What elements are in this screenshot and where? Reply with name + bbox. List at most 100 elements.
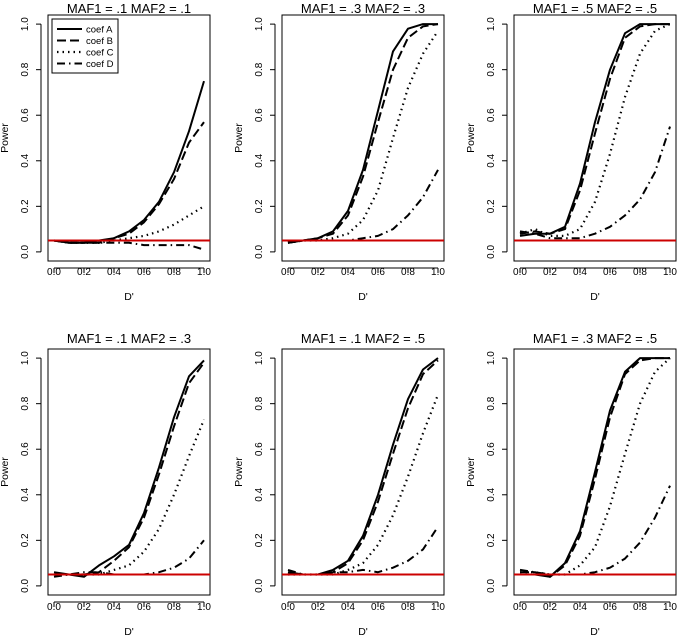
x-tick-label: 1.0 — [431, 267, 445, 278]
x-tick-label: 0.0 — [47, 602, 61, 613]
x-tick-label: 0.8 — [633, 602, 647, 613]
y-tick-label: 0.8 — [486, 396, 497, 410]
y-tick-label: 0.8 — [254, 62, 265, 76]
x-tick-label: 0.2 — [77, 267, 91, 278]
series-line-coef-c — [288, 394, 440, 576]
x-tick-label: 0.8 — [401, 267, 415, 278]
x-tick-label: 0.6 — [137, 602, 151, 613]
series-line-coef-a — [53, 80, 205, 244]
y-axis-label: Power — [465, 457, 477, 487]
y-tick-label: 0.8 — [254, 396, 265, 410]
x-tick-label: 0.0 — [513, 602, 527, 613]
chart-panel: MAF1 = .1 MAF2 = .5 0.0 0.2 0.4 0.6 0.8 1.0 D' 0… — [233, 331, 445, 638]
chart-title: MAF1 = .1 MAF2 = .1 — [67, 1, 191, 16]
x-axis-label: D' — [358, 626, 368, 638]
y-tick-label: 0.4 — [486, 487, 497, 501]
x-axis-label: D' — [358, 291, 368, 303]
x-tick-label: 0.4 — [341, 267, 355, 278]
x-tick-label: 1.0 — [431, 602, 445, 613]
y-tick-label: 0.8 — [20, 396, 31, 410]
x-tick-label: 0.6 — [603, 267, 617, 278]
x-tick-label: 0.8 — [633, 267, 647, 278]
y-tick-label: 0.4 — [254, 153, 265, 167]
y-axis-label: Power — [233, 457, 245, 487]
y-axis-label: Power — [233, 123, 245, 153]
series-line-coef-d — [519, 485, 671, 576]
x-tick-label: 0.4 — [573, 267, 587, 278]
series-line-coef-a — [53, 359, 205, 578]
legend-label: coef C — [86, 48, 114, 59]
series-line-coef-c — [53, 205, 205, 244]
series-line-coef-c — [287, 30, 439, 244]
x-tick-label: 1.0 — [663, 267, 677, 278]
y-tick-label: 0.2 — [254, 199, 265, 213]
y-tick-label: 0.0 — [20, 579, 31, 593]
chart-panel: MAF1 = .1 MAF2 = .1 0.0 0.2 0.4 0.6 0.8 1.0 D' 0… — [0, 1, 211, 303]
y-tick-label: 0.4 — [20, 487, 31, 501]
series-line-coef-a — [520, 357, 670, 578]
y-tick-label: 1.0 — [20, 17, 31, 31]
series-line-coef-d — [53, 239, 205, 251]
y-tick-label: 0.4 — [254, 487, 265, 501]
chart-panel: MAF1 = .3 MAF2 = .5 0.0 0.2 0.4 0.6 0.8 1.0 D' 0… — [465, 331, 677, 638]
x-axis-label: D' — [590, 626, 600, 638]
y-tick-label: 0.4 — [20, 153, 31, 167]
x-tick-label: 0.2 — [77, 602, 91, 613]
x-tick-label: 0.6 — [371, 602, 385, 613]
series-line-coef-d — [287, 526, 439, 576]
y-tick-label: 1.0 — [486, 17, 497, 31]
x-tick-label: 0.6 — [603, 602, 617, 613]
series-line-coef-c — [54, 419, 206, 576]
y-tick-label: 0.0 — [486, 579, 497, 593]
x-tick-label: 0.0 — [281, 602, 295, 613]
legend-label: coef A — [86, 25, 113, 36]
x-tick-label: 0.2 — [543, 602, 557, 613]
chart-title: MAF1 = .1 MAF2 = .3 — [67, 331, 191, 346]
y-tick-label: 0.6 — [254, 108, 265, 122]
series-line-coef-a — [519, 23, 670, 237]
y-tick-label: 0.2 — [486, 533, 497, 547]
x-axis-label: D' — [124, 291, 134, 303]
x-tick-label: 0.6 — [371, 267, 385, 278]
x-tick-label: 0.4 — [107, 602, 121, 613]
y-tick-label: 0.6 — [20, 442, 31, 456]
x-tick-label: 0.2 — [543, 267, 557, 278]
series-line-coef-b — [54, 362, 205, 576]
series-line-coef-b — [287, 23, 439, 244]
y-tick-label: 0.2 — [20, 533, 31, 547]
chart-panel: MAF1 = .3 MAF2 = .3 0.0 0.2 0.4 0.6 0.8 1.0 D' 0… — [233, 1, 445, 303]
x-tick-label: 0.4 — [573, 602, 587, 613]
y-tick-label: 0.0 — [254, 245, 265, 259]
x-tick-label: 0.2 — [311, 602, 325, 613]
y-tick-label: 0.8 — [20, 62, 31, 76]
x-tick-label: 1.0 — [197, 267, 211, 278]
plot-frame — [281, 348, 445, 596]
y-tick-label: 1.0 — [20, 351, 31, 365]
y-axis-label: Power — [0, 457, 11, 487]
y-tick-label: 0.2 — [20, 199, 31, 213]
chart-title: MAF1 = .3 MAF2 = .5 — [533, 331, 657, 346]
chart-title: MAF1 = .1 MAF2 = .5 — [301, 331, 425, 346]
plot-frame — [513, 14, 677, 262]
x-tick-label: 0.0 — [281, 267, 295, 278]
plot-frame — [281, 14, 445, 262]
y-tick-label: 1.0 — [254, 17, 265, 31]
series-line-coef-b — [520, 357, 670, 578]
legend-label: coef D — [86, 59, 114, 70]
series-line-coef-b — [53, 121, 205, 244]
y-tick-label: 0.4 — [486, 153, 497, 167]
y-tick-label: 1.0 — [486, 351, 497, 365]
y-tick-label: 0.8 — [486, 62, 497, 76]
series-line-coef-b — [519, 23, 670, 235]
x-tick-label: 0.0 — [47, 267, 61, 278]
legend-label: coef B — [86, 36, 113, 47]
x-tick-label: 0.8 — [167, 267, 181, 278]
y-tick-label: 0.2 — [254, 533, 265, 547]
y-axis-label: Power — [0, 123, 11, 153]
x-tick-label: 0.8 — [401, 602, 415, 613]
y-tick-label: 0.6 — [20, 108, 31, 122]
series-line-coef-a — [287, 23, 438, 244]
series-line-coef-d — [519, 126, 671, 240]
y-tick-label: 0.0 — [20, 245, 31, 259]
